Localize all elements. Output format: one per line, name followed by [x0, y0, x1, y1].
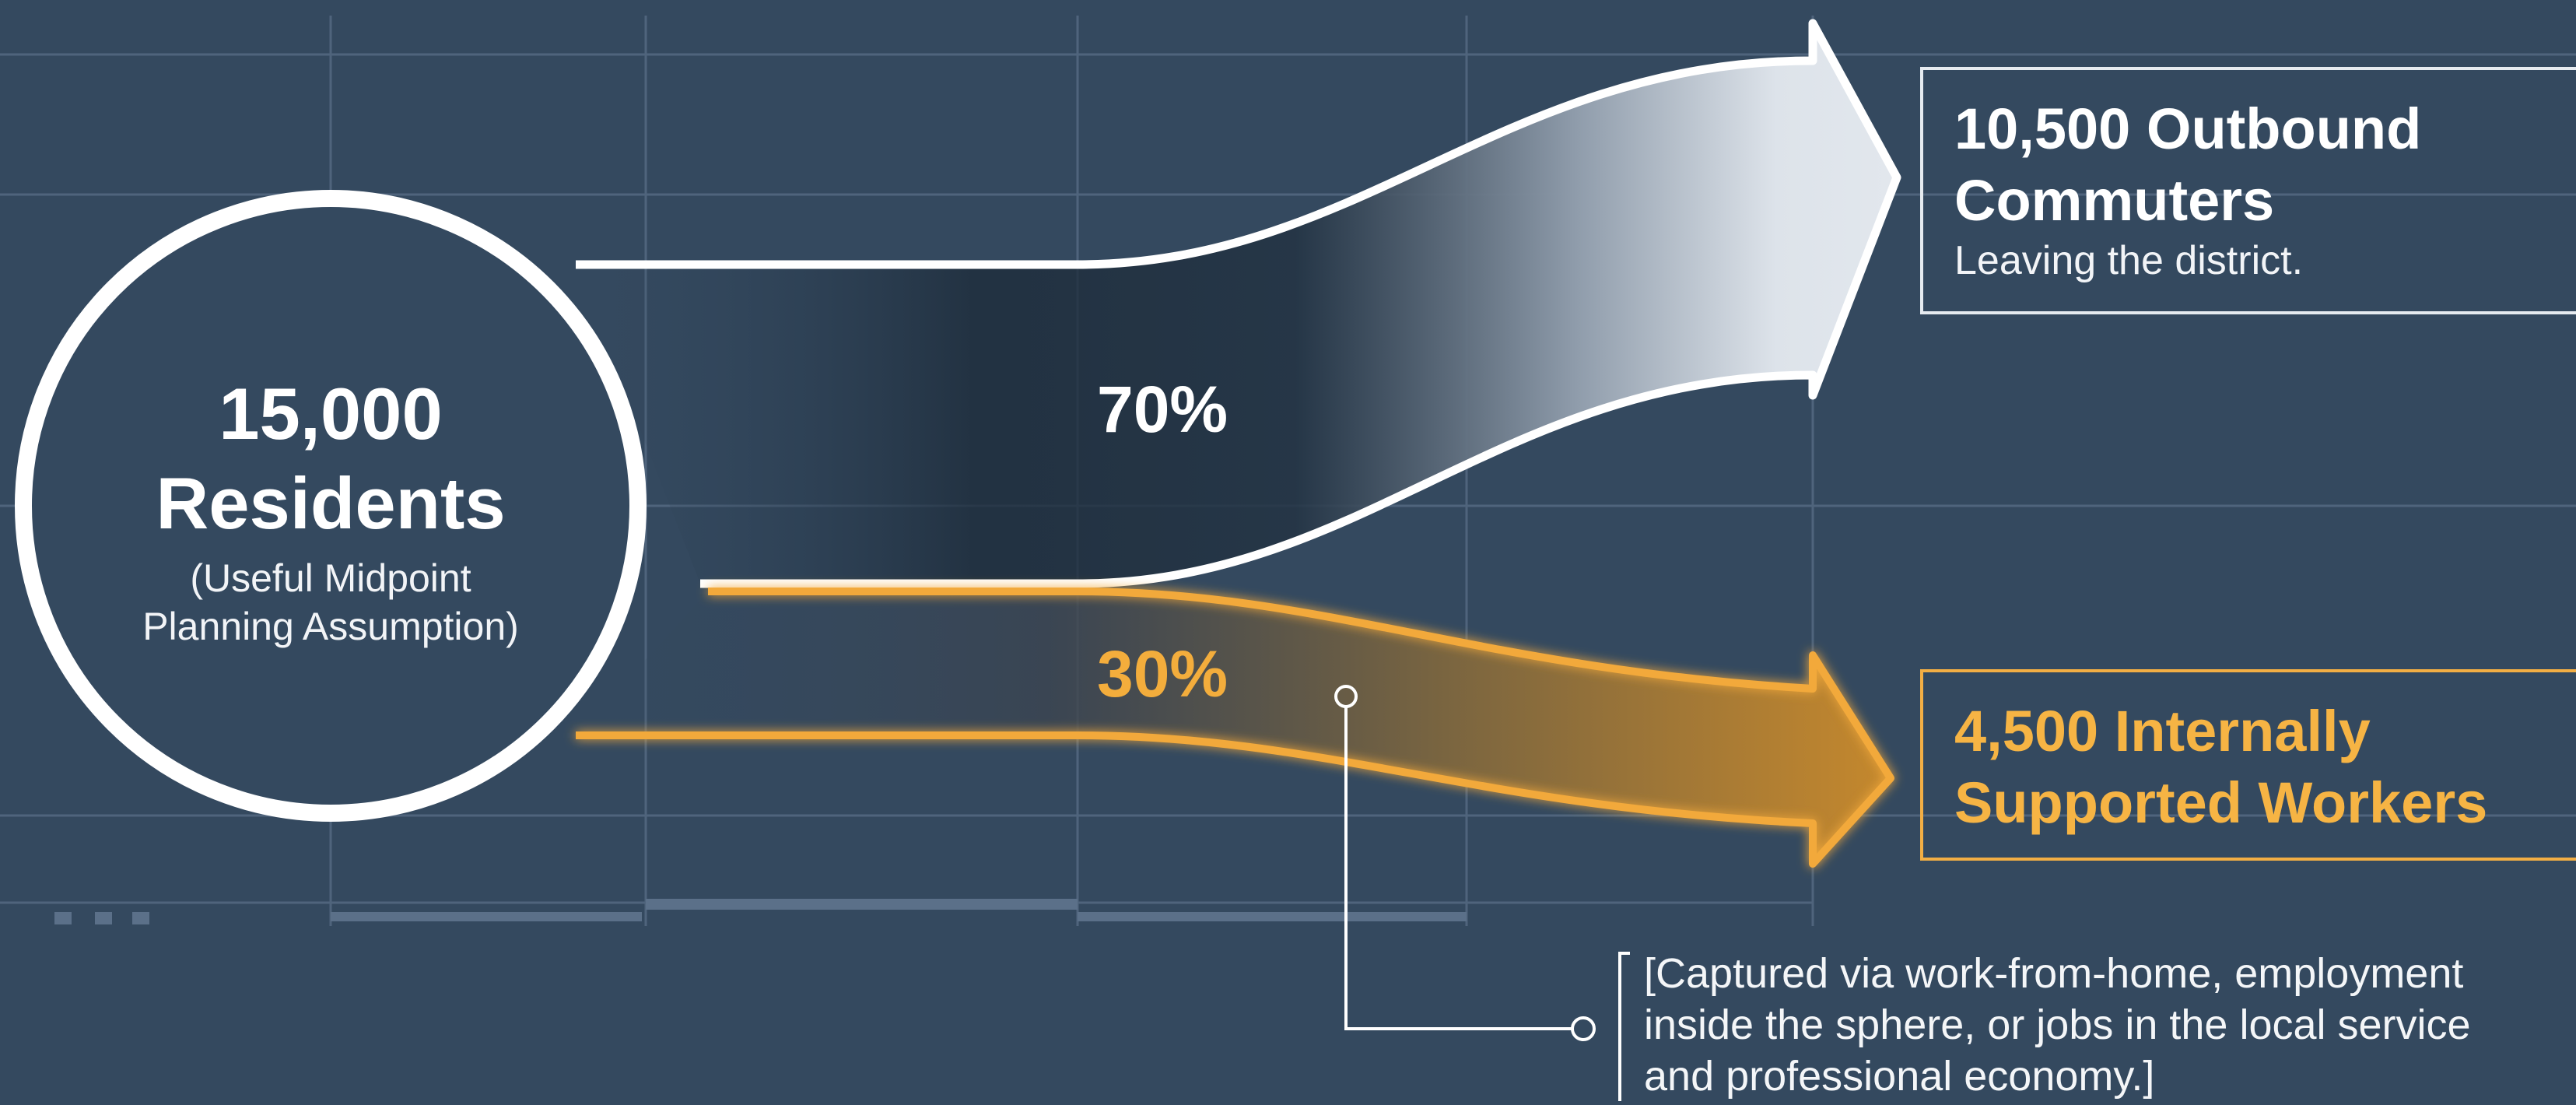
residents-label: Residents	[156, 462, 506, 544]
residents-note-line-1: (Useful Midpoint	[190, 556, 471, 600]
outbound-title-line-2: Commuters	[1954, 168, 2275, 233]
outbound-flow-band	[576, 23, 1897, 584]
annotation-line-3: and professional economy.]	[1644, 1053, 2155, 1100]
residents-count: 15,000	[219, 373, 443, 454]
annotation-line-1: [Captured via work-from-home, employment	[1644, 950, 2464, 997]
outbound-flow-outline	[576, 19, 1901, 588]
internal-percent-label: 30%	[1097, 637, 1228, 710]
residents-circle	[15, 190, 647, 822]
annotation-line-2: inside the sphere, or jobs in the local …	[1644, 1002, 2471, 1048]
annotation-leader	[1334, 685, 1630, 1101]
outbound-commuters-box: 10,500 Outbound Commuters Leaving the di…	[1920, 67, 2576, 314]
outbound-percent-label: 70%	[1097, 373, 1228, 446]
internal-title-line-1: 4,500 Internally	[1954, 699, 2371, 763]
residents-note-line-2: Planning Assumption)	[142, 605, 519, 648]
internal-title-line-2: Supported Workers	[1954, 770, 2488, 835]
outbound-box-title: 10,500 Outbound Commuters	[1954, 93, 2421, 237]
internal-flow-outline	[576, 588, 1894, 868]
annotation-note: [Captured via work-from-home, employment…	[1644, 948, 2576, 1102]
internal-workers-box: 4,500 Internally Supported Workers	[1920, 669, 2576, 861]
outbound-box-subtitle: Leaving the district.	[1954, 238, 2304, 283]
scale-bars	[54, 899, 1467, 924]
internal-flow-band	[576, 591, 1891, 864]
residents-note: (Useful Midpoint Planning Assumption)	[0, 554, 661, 651]
outbound-title-line-1: 10,500 Outbound	[1954, 96, 2422, 161]
internal-box-title: 4,500 Internally Supported Workers	[1954, 696, 2487, 839]
